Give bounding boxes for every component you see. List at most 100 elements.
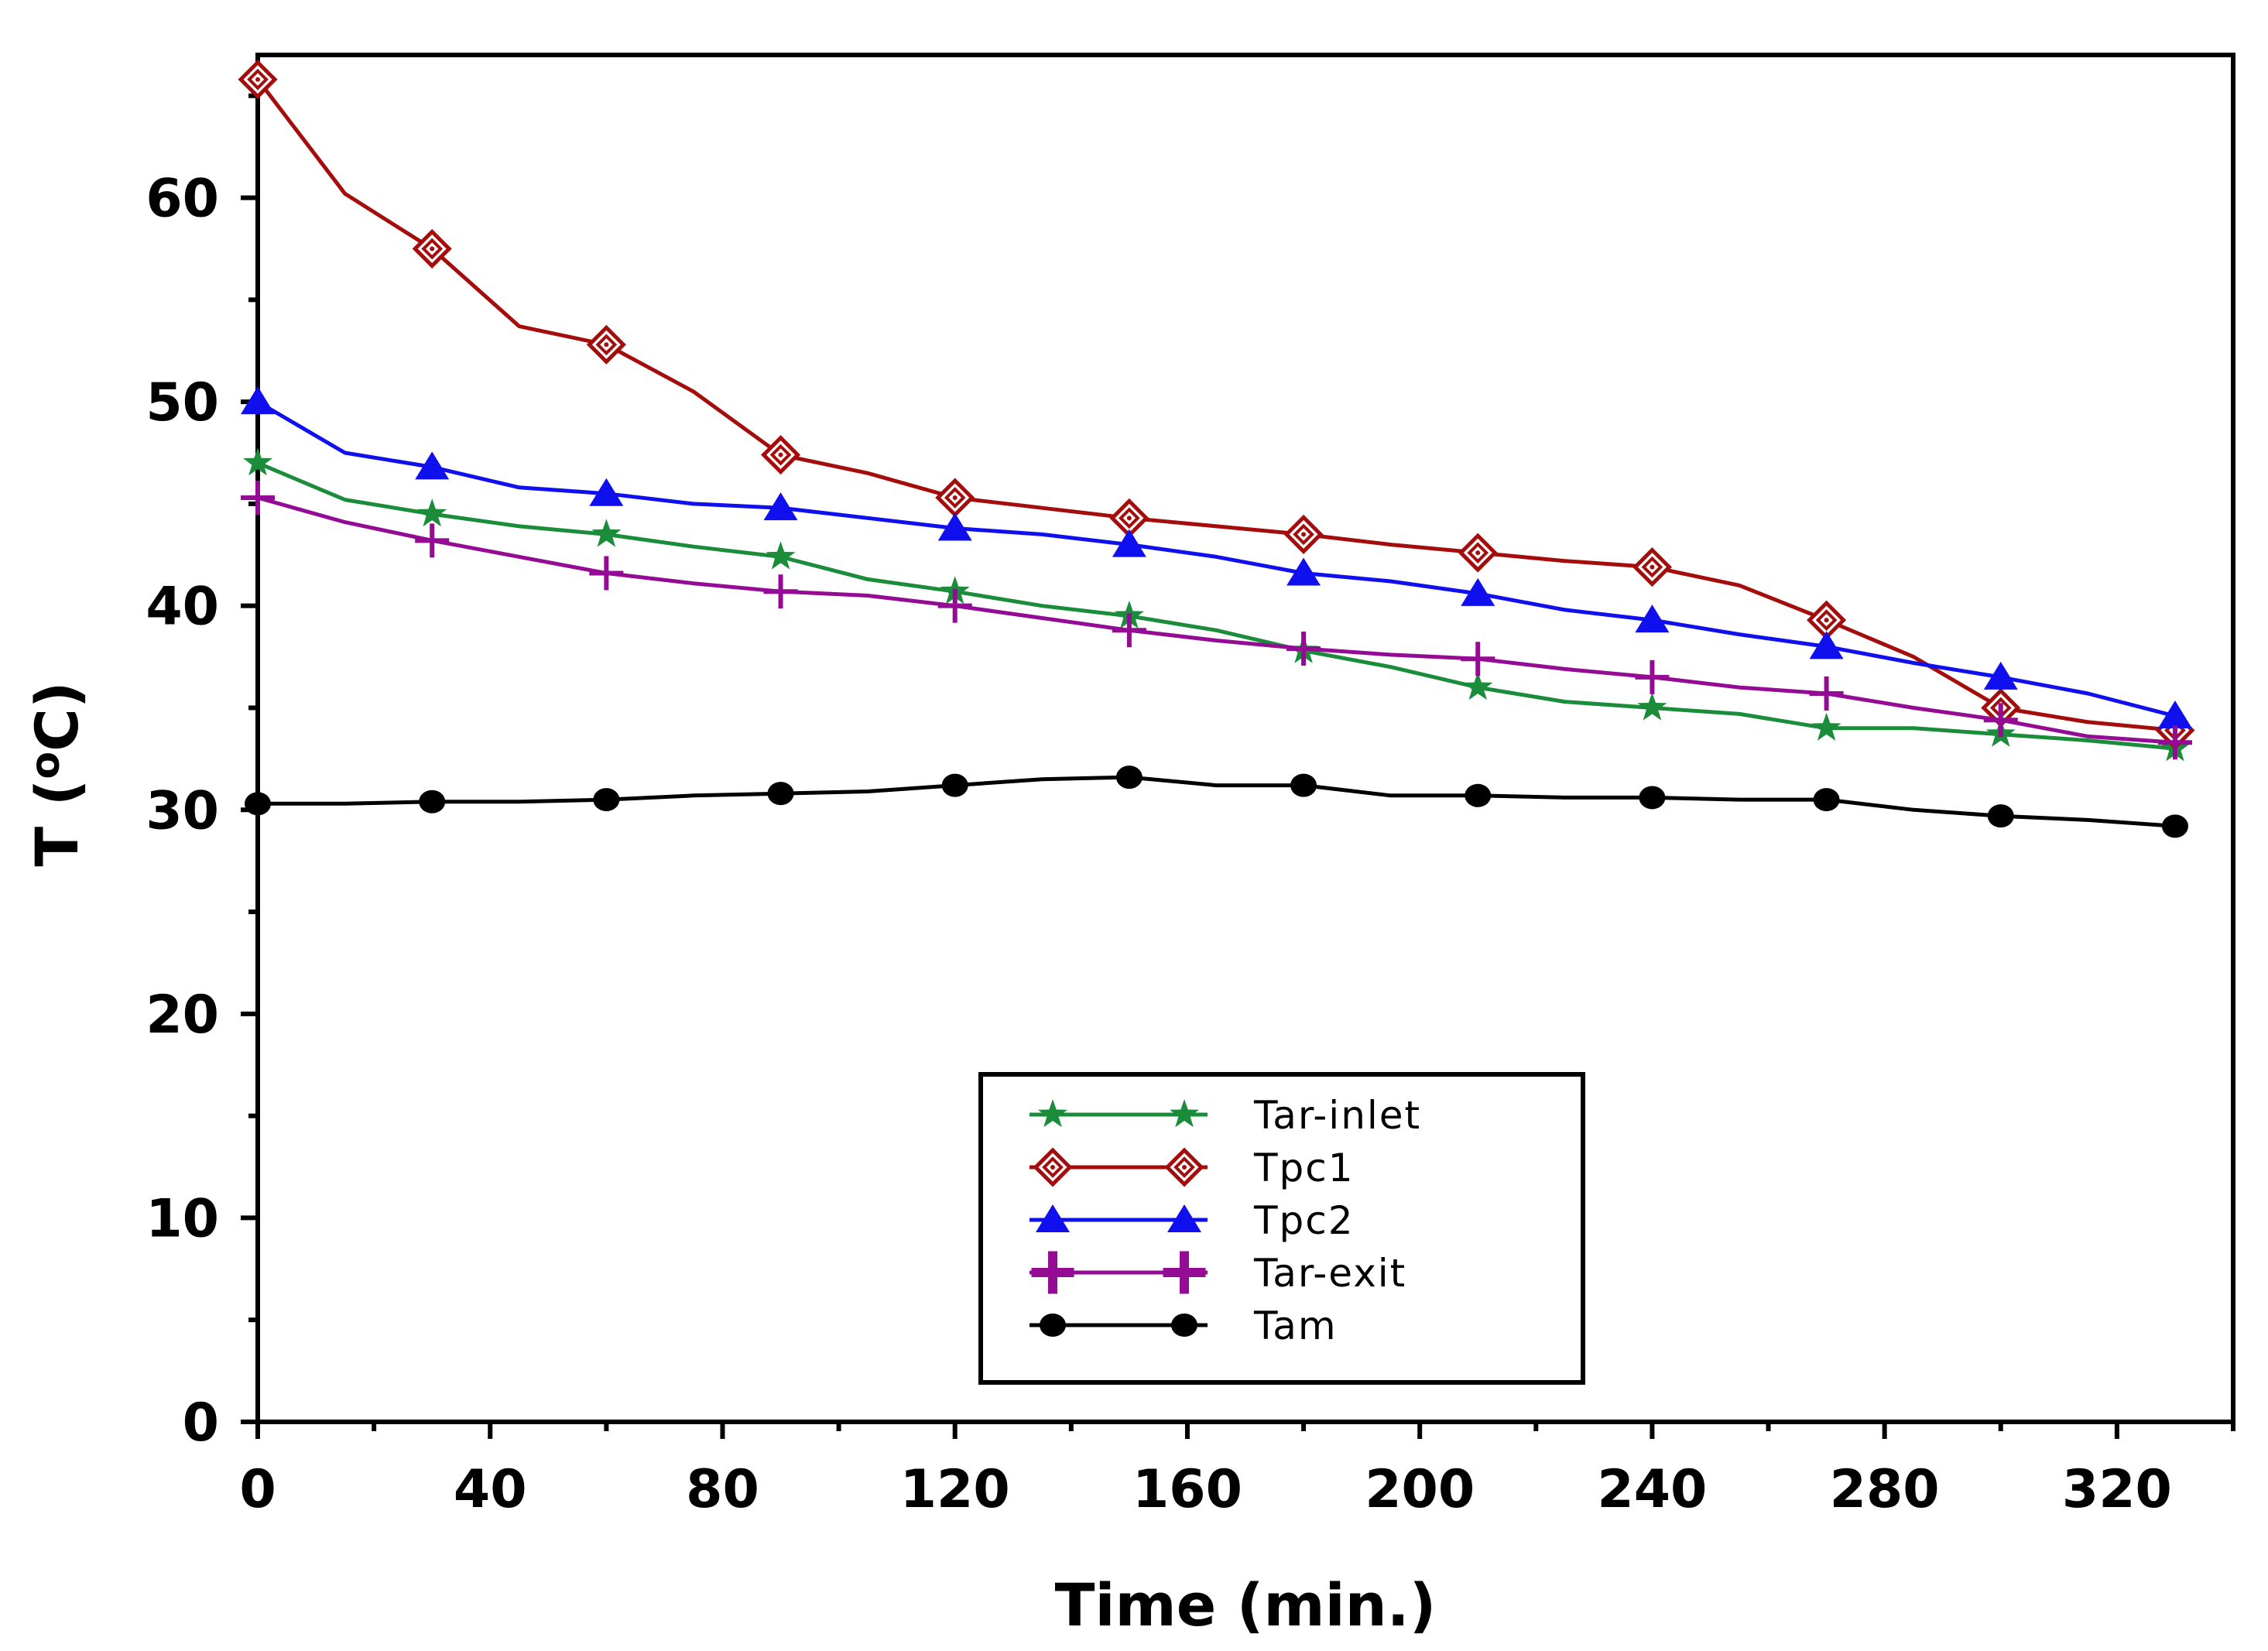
legend-marker-start-tpc1 [1033,1147,1073,1187]
data-point-tpc2 [1809,631,1844,659]
data-point-tpc2 [1286,557,1321,586]
legend-label-tar-exit: Tar-exit [1253,1251,1406,1296]
data-point-tar-exit [1286,632,1321,666]
y-axis-title: T (oC) [22,681,91,866]
data-point-tpc1 [1981,687,2021,728]
y-axis-ticks: 0 10 20 30 40 50 60 [146,93,258,1454]
data-point-tar-inlet [766,541,796,570]
data-point-tam [767,782,794,806]
data-point-tpc1 [238,60,278,100]
data-point-tpc1 [586,324,626,365]
series-line-tar-inlet [257,461,2176,751]
y-tick-label: 60 [146,169,219,230]
data-point-tpc2 [1635,605,1670,633]
data-point-tam [1639,786,1666,810]
data-point-tpc2 [1461,577,1495,606]
legend-entries: Tar-inlet Tpc1 Tpc2 Tar-exit Tam [1030,1093,1421,1348]
data-point-tpc2 [1983,661,2018,690]
y-tick-label: 10 [146,1188,219,1249]
series-tar-inlet [243,447,2190,762]
y-axis-title-prefix: T ( [22,779,91,867]
data-point-tpc1 [1632,547,1672,587]
data-point-tar-exit [1461,642,1495,676]
series-tam [245,766,2188,838]
data-point-tar-exit [1112,613,1146,648]
data-point-tam [1987,804,2014,828]
x-tick-label: 80 [686,1459,759,1520]
data-point-tar-inlet [1463,672,1493,700]
legend-item-tpc1: Tpc1 [1030,1146,1353,1190]
data-point-tam [593,788,620,812]
legend-marker-end-tpc1 [1164,1147,1204,1187]
data-point-tam [1465,783,1492,807]
data-point-tar-inlet [591,519,622,547]
x-tick-label: 280 [1830,1459,1940,1520]
x-axis-ticks: 0 40 80 120 160 200 240 280 320 [239,1422,2235,1520]
data-point-tar-exit [589,556,624,591]
data-point-tam [2161,814,2188,838]
y-tick-label: 0 [183,1392,219,1454]
data-point-tar-inlet [417,498,447,527]
data-point-tar-exit [1809,676,1844,711]
data-point-tar-exit [2157,725,2192,760]
data-point-tpc2 [763,492,798,521]
x-tick-label: 40 [454,1459,527,1520]
series-tpc1 [238,60,2195,750]
data-point-tam [941,773,968,797]
data-point-tpc1 [760,435,801,475]
legend-marker-end-tar-inlet [1170,1099,1199,1128]
data-point-tpc1 [1283,514,1324,554]
data-point-tpc1 [412,228,452,269]
legend-marker-start-tam [1040,1314,1066,1337]
y-tick-label: 40 [146,577,219,638]
x-tick-label: 0 [239,1459,276,1520]
data-point-tam [1813,788,1840,812]
legend-marker-start-tpc2 [1036,1204,1070,1232]
x-tick-label: 160 [1132,1459,1242,1520]
data-point-tpc2 [937,512,972,541]
series-tar-exit [241,480,2192,760]
data-point-tar-exit [1635,659,1670,694]
x-tick-label: 120 [900,1459,1010,1520]
data-point-tam [245,792,271,816]
data-point-tpc1 [1109,498,1149,538]
data-point-tar-exit [1983,703,2018,738]
legend-item-tar-exit: Tar-exit [1030,1251,1406,1296]
legend-marker-start-tar-exit [1031,1251,1074,1294]
x-axis-title: Time (min.) [1055,1571,1437,1639]
data-point-tpc1 [1458,533,1498,573]
x-tick-label: 320 [2062,1459,2172,1520]
legend-marker-end-tam [1171,1314,1197,1337]
plot-frame [255,53,2235,1424]
data-point-tpc2 [241,386,275,415]
series-tpc2 [241,386,2192,729]
data-point-tpc2 [2157,700,2192,729]
legend-label-tam: Tam [1253,1303,1338,1348]
legend: Tar-inlet Tpc1 Tpc2 Tar-exit Tam [978,1072,1585,1385]
legend-item-tpc2: Tpc2 [1030,1198,1355,1243]
legend-marker-end-tpc2 [1167,1204,1201,1232]
data-point-tam [1290,773,1317,797]
data-point-tam [1115,766,1143,790]
series-line-tpc1 [256,78,2176,732]
plot-area-border [255,53,2235,1424]
y-tick-label: 50 [146,372,219,433]
legend-box [978,1072,1585,1385]
legend-marker-end-tar-exit [1163,1251,1206,1294]
y-axis-title-suffix: C) [22,681,91,752]
series-line-tam [258,775,2176,828]
data-point-tar-inlet [1637,692,1667,721]
legend-marker-start-tar-inlet [1038,1099,1067,1128]
legend-label-tar-inlet: Tar-inlet [1253,1093,1421,1138]
legend-item-tam: Tam [1030,1303,1338,1348]
data-point-tar-exit [763,574,798,609]
data-point-tar-inlet [1811,712,1841,741]
data-point-tar-exit [415,523,450,558]
x-tick-label: 200 [1365,1459,1475,1520]
series-line-tar-exit [257,495,2176,745]
data-point-tar-exit [937,588,972,623]
data-point-tar-inlet [243,447,272,476]
data-point-tpc2 [415,451,450,480]
legend-label-tpc2: Tpc2 [1253,1198,1355,1243]
